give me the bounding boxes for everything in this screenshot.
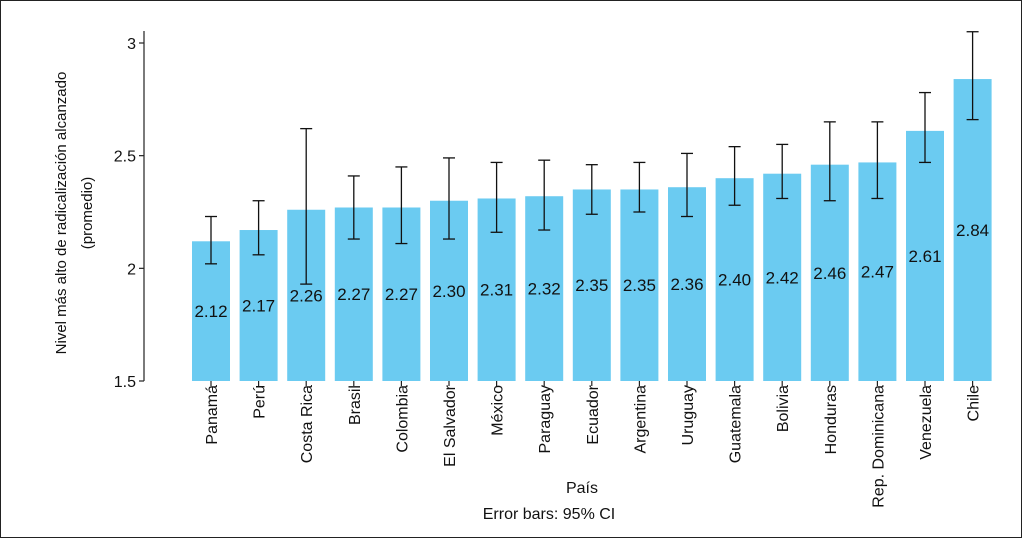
x-tick-label: Panamá xyxy=(204,385,221,445)
bar xyxy=(192,241,230,381)
y-axis: 1.5 2 2.5 3 xyxy=(114,31,145,391)
x-tick-label: Chile xyxy=(966,385,983,422)
value-label: 2.26 xyxy=(290,286,323,305)
y-axis-title-line2: (promedio) xyxy=(79,177,96,250)
value-label: 2.61 xyxy=(908,247,941,266)
x-axis: Panamá Perú Costa Rica Brasil Colombia El Sal… xyxy=(204,381,983,508)
value-label: 2.84 xyxy=(956,221,989,240)
x-tick-label: Argentina xyxy=(632,385,649,454)
x-tick-label: Uruguay xyxy=(680,385,697,445)
y-axis-title-line1: Nivel más alto de radicalización alcanza… xyxy=(53,72,70,355)
bar xyxy=(906,130,944,381)
x-tick-label: Venezuela xyxy=(918,385,935,460)
x-tick-label: Bolivia xyxy=(775,385,792,432)
x-tick-label: Perú xyxy=(252,385,269,419)
value-label: 2.32 xyxy=(528,280,561,299)
y-tick-label: 2 xyxy=(127,261,136,278)
value-label: 2.35 xyxy=(575,276,608,295)
value-label: 2.35 xyxy=(623,276,656,295)
value-label: 2.31 xyxy=(480,281,513,300)
bar xyxy=(763,173,802,381)
value-label: 2.17 xyxy=(242,297,275,316)
x-tick-label: Guatemala xyxy=(728,385,745,463)
x-tick-label: Costa Rica xyxy=(299,385,316,463)
x-axis-title: País xyxy=(566,480,598,497)
x-tick-label: El Salvador xyxy=(442,384,459,466)
x-tick-label: Brasil xyxy=(347,385,364,425)
value-label: 2.42 xyxy=(766,268,799,287)
value-label: 2.30 xyxy=(432,282,465,301)
value-label: 2.12 xyxy=(194,302,227,321)
bar xyxy=(620,189,659,381)
bars-group xyxy=(192,79,992,381)
x-tick-label: Rep. Dominicana xyxy=(870,385,887,508)
x-tick-label: Colombia xyxy=(394,385,411,453)
value-label: 2.46 xyxy=(813,264,846,283)
value-label: 2.27 xyxy=(337,285,370,304)
x-tick-label: Ecuador xyxy=(585,384,602,444)
x-tick-label: Honduras xyxy=(823,385,840,454)
bar xyxy=(715,178,754,381)
bar xyxy=(572,189,611,381)
y-tick-label: 3 xyxy=(127,36,136,53)
error-bars-note: Error bars: 95% CI xyxy=(483,506,615,523)
bar xyxy=(668,187,706,381)
value-label: 2.27 xyxy=(385,285,418,304)
value-label: 2.36 xyxy=(670,275,703,294)
y-tick-label: 2.5 xyxy=(114,149,136,166)
value-label: 2.47 xyxy=(861,263,894,282)
error-bars-group xyxy=(205,31,979,285)
x-tick-label: México xyxy=(490,385,507,436)
bar xyxy=(953,79,992,381)
x-tick-label: Paraguay xyxy=(537,385,554,454)
y-tick-label: 1.5 xyxy=(114,374,136,391)
value-labels-group: 2.12 2.17 2.26 2.27 2.27 2.30 2.31 2.32 2.35 2.35… xyxy=(194,221,989,321)
value-label: 2.40 xyxy=(718,271,751,290)
